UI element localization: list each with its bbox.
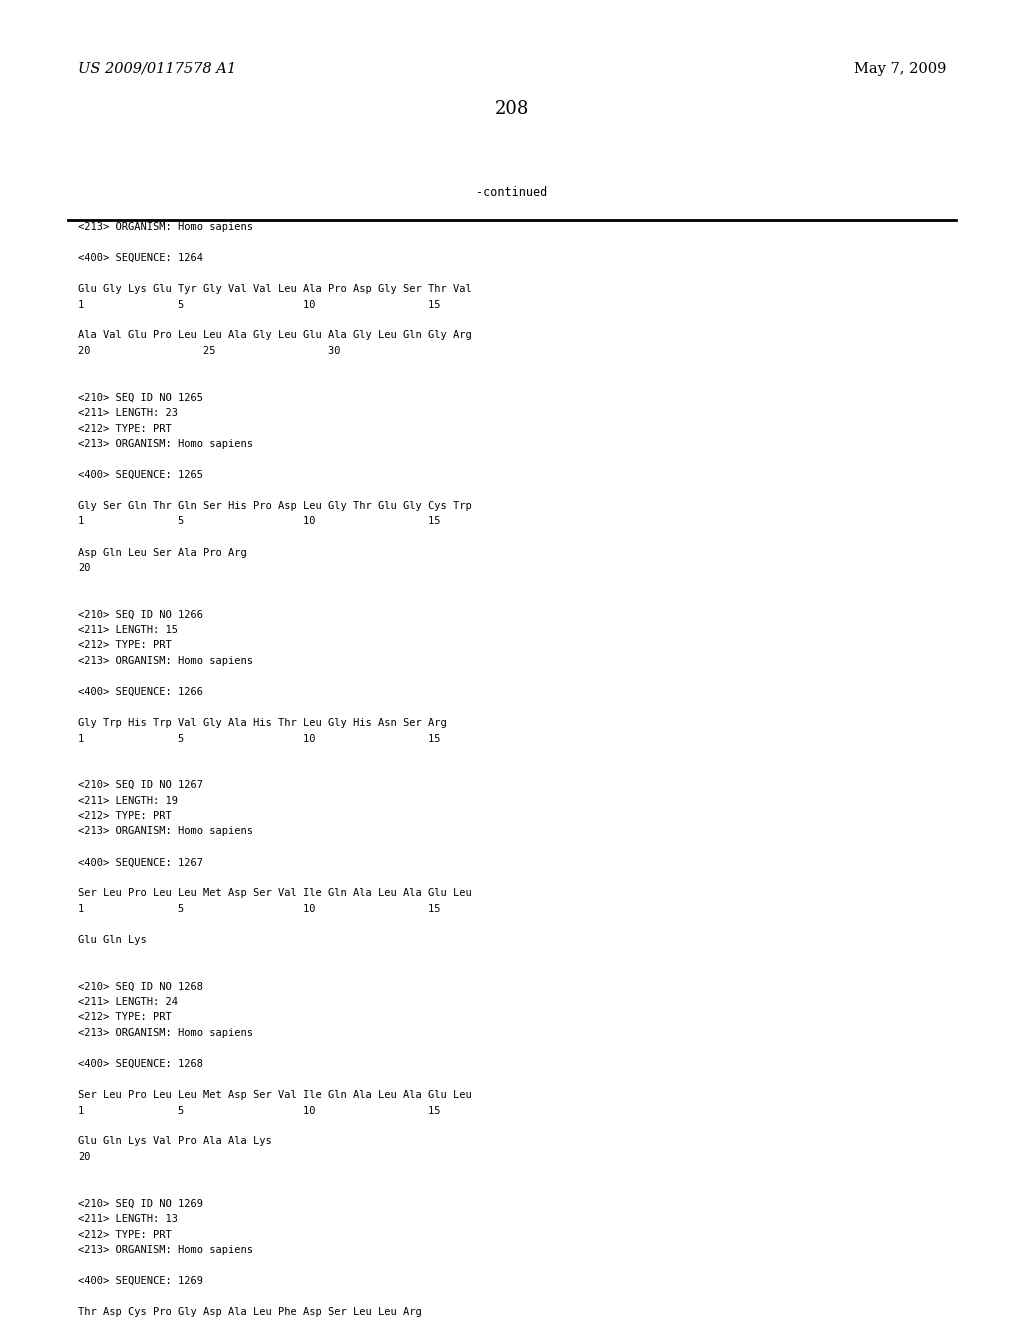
Text: US 2009/0117578 A1: US 2009/0117578 A1	[78, 62, 237, 77]
Text: <211> LENGTH: 15: <211> LENGTH: 15	[78, 624, 178, 635]
Text: Ala Val Glu Pro Leu Leu Ala Gly Leu Glu Ala Gly Leu Gln Gly Arg: Ala Val Glu Pro Leu Leu Ala Gly Leu Glu …	[78, 330, 472, 341]
Text: <210> SEQ ID NO 1265: <210> SEQ ID NO 1265	[78, 392, 203, 403]
Text: 1               5                   10                  15: 1 5 10 15	[78, 516, 440, 527]
Text: Ser Leu Pro Leu Leu Met Asp Ser Val Ile Gln Ala Leu Ala Glu Leu: Ser Leu Pro Leu Leu Met Asp Ser Val Ile …	[78, 1090, 472, 1100]
Text: Glu Gly Lys Glu Tyr Gly Val Val Leu Ala Pro Asp Gly Ser Thr Val: Glu Gly Lys Glu Tyr Gly Val Val Leu Ala …	[78, 284, 472, 294]
Text: Thr Asp Cys Pro Gly Asp Ala Leu Phe Asp Ser Leu Leu Arg: Thr Asp Cys Pro Gly Asp Ala Leu Phe Asp …	[78, 1307, 422, 1317]
Text: Glu Gln Lys: Glu Gln Lys	[78, 935, 146, 945]
Text: 1               5                   10                  15: 1 5 10 15	[78, 904, 440, 913]
Text: <211> LENGTH: 19: <211> LENGTH: 19	[78, 796, 178, 805]
Text: Gly Ser Gln Thr Gln Ser His Pro Asp Leu Gly Thr Glu Gly Cys Trp: Gly Ser Gln Thr Gln Ser His Pro Asp Leu …	[78, 502, 472, 511]
Text: <212> TYPE: PRT: <212> TYPE: PRT	[78, 1012, 172, 1023]
Text: <210> SEQ ID NO 1268: <210> SEQ ID NO 1268	[78, 982, 203, 991]
Text: <400> SEQUENCE: 1269: <400> SEQUENCE: 1269	[78, 1276, 203, 1286]
Text: <400> SEQUENCE: 1267: <400> SEQUENCE: 1267	[78, 858, 203, 867]
Text: <210> SEQ ID NO 1266: <210> SEQ ID NO 1266	[78, 610, 203, 619]
Text: <213> ORGANISM: Homo sapiens: <213> ORGANISM: Homo sapiens	[78, 222, 253, 232]
Text: <212> TYPE: PRT: <212> TYPE: PRT	[78, 810, 172, 821]
Text: Ser Leu Pro Leu Leu Met Asp Ser Val Ile Gln Ala Leu Ala Glu Leu: Ser Leu Pro Leu Leu Met Asp Ser Val Ile …	[78, 888, 472, 899]
Text: <212> TYPE: PRT: <212> TYPE: PRT	[78, 1229, 172, 1239]
Text: 20: 20	[78, 564, 90, 573]
Text: <210> SEQ ID NO 1267: <210> SEQ ID NO 1267	[78, 780, 203, 789]
Text: <211> LENGTH: 23: <211> LENGTH: 23	[78, 408, 178, 418]
Text: <213> ORGANISM: Homo sapiens: <213> ORGANISM: Homo sapiens	[78, 1245, 253, 1255]
Text: -continued: -continued	[476, 186, 548, 199]
Text: <400> SEQUENCE: 1264: <400> SEQUENCE: 1264	[78, 253, 203, 263]
Text: <213> ORGANISM: Homo sapiens: <213> ORGANISM: Homo sapiens	[78, 826, 253, 837]
Text: <400> SEQUENCE: 1266: <400> SEQUENCE: 1266	[78, 686, 203, 697]
Text: Glu Gln Lys Val Pro Ala Ala Lys: Glu Gln Lys Val Pro Ala Ala Lys	[78, 1137, 271, 1147]
Text: 1               5                   10                  15: 1 5 10 15	[78, 734, 440, 743]
Text: <400> SEQUENCE: 1268: <400> SEQUENCE: 1268	[78, 1059, 203, 1069]
Text: May 7, 2009: May 7, 2009	[854, 62, 946, 77]
Text: <211> LENGTH: 24: <211> LENGTH: 24	[78, 997, 178, 1007]
Text: <213> ORGANISM: Homo sapiens: <213> ORGANISM: Homo sapiens	[78, 656, 253, 667]
Text: <212> TYPE: PRT: <212> TYPE: PRT	[78, 424, 172, 433]
Text: 20                  25                  30: 20 25 30	[78, 346, 341, 356]
Text: <213> ORGANISM: Homo sapiens: <213> ORGANISM: Homo sapiens	[78, 440, 253, 449]
Text: Asp Gln Leu Ser Ala Pro Arg: Asp Gln Leu Ser Ala Pro Arg	[78, 548, 247, 557]
Text: <400> SEQUENCE: 1265: <400> SEQUENCE: 1265	[78, 470, 203, 480]
Text: <212> TYPE: PRT: <212> TYPE: PRT	[78, 640, 172, 651]
Text: Gly Trp His Trp Val Gly Ala His Thr Leu Gly His Asn Ser Arg: Gly Trp His Trp Val Gly Ala His Thr Leu …	[78, 718, 446, 729]
Text: <210> SEQ ID NO 1269: <210> SEQ ID NO 1269	[78, 1199, 203, 1209]
Text: 208: 208	[495, 100, 529, 117]
Text: <211> LENGTH: 13: <211> LENGTH: 13	[78, 1214, 178, 1224]
Text: 1               5                   10                  15: 1 5 10 15	[78, 1106, 440, 1115]
Text: <213> ORGANISM: Homo sapiens: <213> ORGANISM: Homo sapiens	[78, 1028, 253, 1038]
Text: 20: 20	[78, 1152, 90, 1162]
Text: 1               5                   10                  15: 1 5 10 15	[78, 300, 440, 309]
